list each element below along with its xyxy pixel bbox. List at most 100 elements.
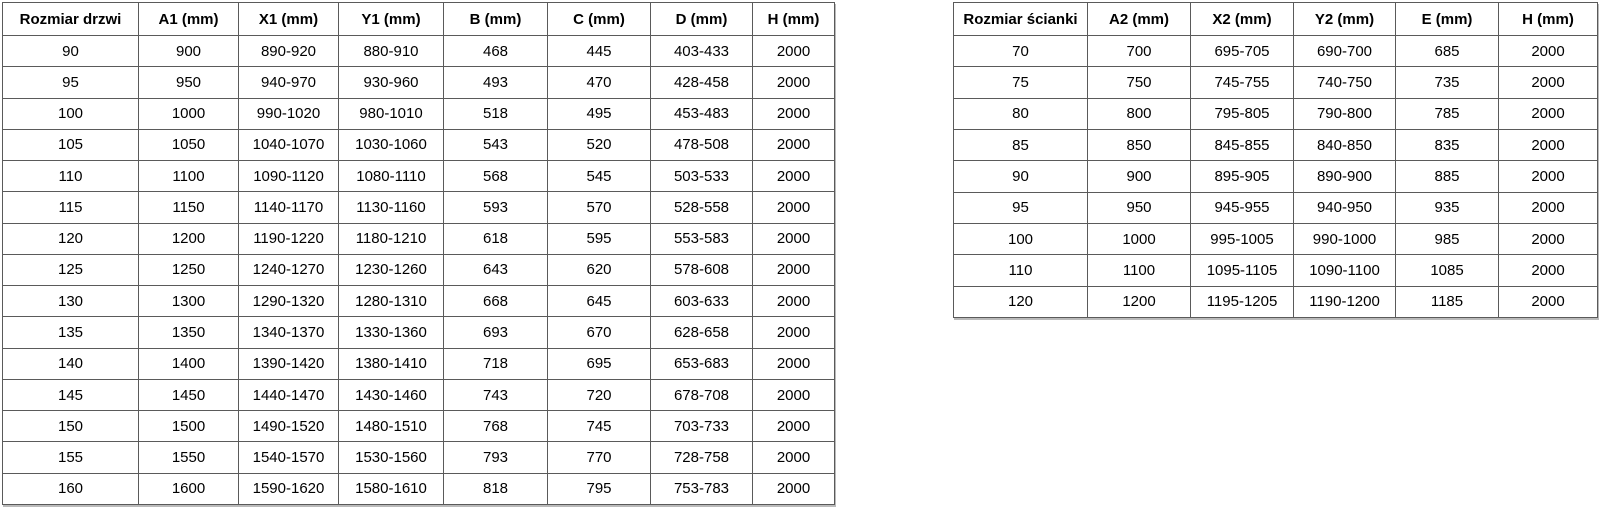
table-cell: 2000: [1498, 222, 1598, 256]
table-row: 90 900 895-905 890-900 885 2000: [953, 160, 1598, 193]
table-row: 100 1000 995-1005 990-1000 985 2000: [953, 222, 1598, 256]
table-cell: 720: [547, 378, 651, 412]
table-cell: 1190-1200: [1293, 285, 1396, 319]
table-cell: 528-558: [650, 191, 753, 224]
table-cell: 70: [953, 34, 1088, 68]
table-cell: 135: [2, 316, 139, 349]
table-cell: 793: [443, 441, 548, 474]
table-cell: 795: [547, 472, 651, 506]
table-cell: 1200: [1087, 285, 1191, 319]
table-cell: 930-960: [338, 66, 444, 99]
table-cell: 1130-1160: [338, 191, 444, 224]
table-cell: 1095-1105: [1190, 254, 1294, 287]
table-cell: 980-1010: [338, 97, 444, 130]
column-header: H (mm): [752, 2, 835, 36]
table-cell: 2000: [1498, 191, 1598, 224]
table-cell: 90: [2, 34, 139, 68]
table-row: 150 1500 1490-1520 1480-1510 768 745 703-733 20…: [2, 410, 835, 443]
table-cell: 685: [1395, 34, 1499, 68]
column-header: A2 (mm): [1087, 2, 1191, 36]
table-cell: 1330-1360: [338, 316, 444, 349]
table-row: 100 1000 990-1020 980-1010 518 495 453-483 2000: [2, 97, 835, 130]
table-cell: 1590-1620: [238, 472, 339, 506]
table-cell: 900: [1087, 160, 1191, 193]
table-cell: 690-700: [1293, 34, 1396, 68]
table-cell: 1340-1370: [238, 316, 339, 349]
table-cell: 130: [2, 285, 139, 318]
table-cell: 940-970: [238, 66, 339, 99]
table-row: 135 1350 1340-1370 1330-1360 693 670 628-658 20…: [2, 316, 835, 349]
table-row: 160 1600 1590-1620 1580-1610 818 795 753-783 20…: [2, 472, 835, 506]
table-cell: 145: [2, 378, 139, 412]
table-cell: 445: [547, 34, 651, 68]
table-cell: 1250: [138, 253, 239, 287]
table-cell: 735: [1395, 66, 1499, 99]
table-row: 125 1250 1240-1270 1230-1260 643 620 578-608 20…: [2, 253, 835, 287]
table-cell: 493: [443, 66, 548, 99]
column-header: X1 (mm): [238, 2, 339, 36]
table-cell: 1550: [138, 441, 239, 474]
table-cell: 935: [1395, 191, 1499, 224]
table-cell: 845-855: [1190, 128, 1294, 162]
table-cell: 628-658: [650, 316, 753, 349]
table-cell: 1200: [138, 222, 239, 255]
table-cell: 90: [953, 160, 1088, 193]
column-header: B (mm): [443, 2, 548, 36]
table-cell: 1100: [1087, 254, 1191, 287]
table-row: 115 1150 1140-1170 1130-1160 593 570 528-558 20…: [2, 191, 835, 224]
table-cell: 840-850: [1293, 128, 1396, 162]
table-cell: 790-800: [1293, 97, 1396, 130]
table-cell: 800: [1087, 97, 1191, 130]
table-cell: 670: [547, 316, 651, 349]
table-cell: 700: [1087, 34, 1191, 68]
table-cell: 770: [547, 441, 651, 474]
table-cell: 80: [953, 97, 1088, 130]
table-cell: 1080-1110: [338, 160, 444, 193]
table-cell: 950: [138, 66, 239, 99]
table-cell: 495: [547, 97, 651, 130]
table-cell: 995-1005: [1190, 222, 1294, 256]
table-cell: 985: [1395, 222, 1499, 256]
table-cell: 1480-1510: [338, 410, 444, 443]
table-cell: 105: [2, 128, 139, 162]
table-cell: 553-583: [650, 222, 753, 255]
table-cell: 100: [2, 97, 139, 130]
table-cell: 2000: [1498, 160, 1598, 193]
table-cell: 545: [547, 160, 651, 193]
table-cell: 835: [1395, 128, 1499, 162]
table-cell: 453-483: [650, 97, 753, 130]
table-cell: 1000: [138, 97, 239, 130]
table-row: 95 950 940-970 930-960 493 470 428-458 2000: [2, 66, 835, 99]
table-cell: 1090-1120: [238, 160, 339, 193]
column-header: A1 (mm): [138, 2, 239, 36]
table-cell: 850: [1087, 128, 1191, 162]
header-row: Rozmiar ścianki A2 (mm) X2 (mm) Y2 (mm) E (m…: [953, 2, 1598, 36]
table-cell: 1440-1470: [238, 378, 339, 412]
table-cell: 478-508: [650, 128, 753, 162]
table-cell: 100: [953, 222, 1088, 256]
table-cell: 2000: [1498, 128, 1598, 162]
table-cell: 900: [138, 34, 239, 68]
table-cell: 990-1000: [1293, 222, 1396, 256]
column-header: H (mm): [1498, 2, 1598, 36]
table-cell: 110: [953, 254, 1088, 287]
table-cell: 2000: [1498, 34, 1598, 68]
table-cell: 85: [953, 128, 1088, 162]
table-cell: 2000: [752, 285, 835, 318]
table-cell: 468: [443, 34, 548, 68]
table-cell: 1085: [1395, 254, 1499, 287]
table-cell: 2000: [752, 160, 835, 193]
wall-size-table: Rozmiar ścianki A2 (mm) X2 (mm) Y2 (mm) E (m…: [953, 2, 1598, 319]
column-header: X2 (mm): [1190, 2, 1294, 36]
table-cell: 750: [1087, 66, 1191, 99]
table-cell: 568: [443, 160, 548, 193]
table-cell: 2000: [752, 253, 835, 287]
table-cell: 1390-1420: [238, 347, 339, 380]
table-row: 80 800 795-805 790-800 785 2000: [953, 97, 1598, 130]
table-cell: 543: [443, 128, 548, 162]
table-cell: 570: [547, 191, 651, 224]
table-cell: 1230-1260: [338, 253, 444, 287]
table-cell: 1000: [1087, 222, 1191, 256]
table-cell: 1050: [138, 128, 239, 162]
table-cell: 1185: [1395, 285, 1499, 319]
